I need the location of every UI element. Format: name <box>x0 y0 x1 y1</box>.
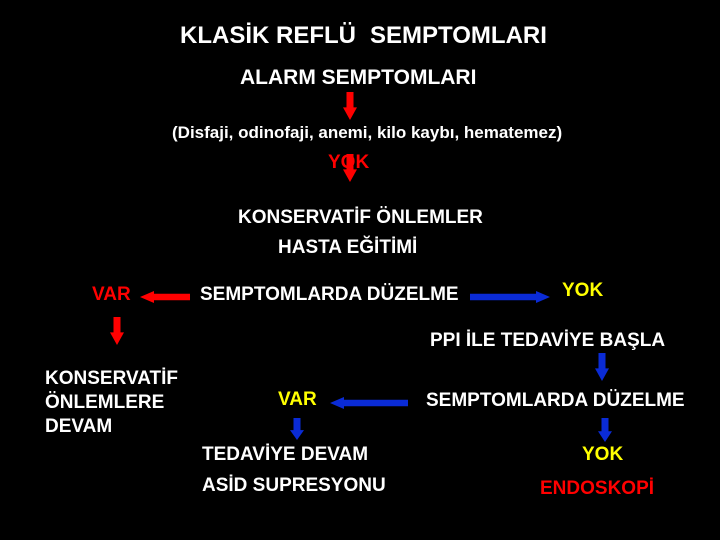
title-semptomlari: SEMPTOMLARI <box>370 22 547 50</box>
arrow-down-2 <box>343 154 357 182</box>
arrow-right-yok <box>470 291 550 303</box>
kons-block-1: KONSERVATİF <box>45 368 178 390</box>
konservatif-onlemler: KONSERVATİF ÖNLEMLER <box>238 207 483 229</box>
alarm-detail: (Disfaji, odinofaji, anemi, kilo kaybı, … <box>172 123 562 143</box>
var-left: VAR <box>92 284 131 306</box>
ppi-line: PPI İLE TEDAVİYE BAŞLA <box>430 330 665 352</box>
hasta-egitimi: HASTA EĞİTİMİ <box>278 237 417 259</box>
arrow-left-var2 <box>330 397 408 409</box>
kons-block-2: ÖNLEMLERE <box>45 392 164 414</box>
kons-block-3: DEVAM <box>45 416 112 438</box>
alarm-heading: ALARM SEMPTOMLARI <box>240 66 476 90</box>
arrow-down-ppi <box>595 353 609 381</box>
endoskopi: ENDOSKOPİ <box>540 478 654 500</box>
yok-bottom: YOK <box>582 444 623 466</box>
arrow-down-tedaviye <box>290 418 304 440</box>
arrow-left-var <box>140 291 190 303</box>
asid-supresyonu: ASİD SUPRESYONU <box>202 475 386 497</box>
duzelme-right: SEMPTOMLARDA DÜZELME <box>426 390 685 412</box>
tedaviye-devam: TEDAVİYE DEVAM <box>202 444 368 466</box>
duzelme-center: SEMPTOMLARDA DÜZELME <box>200 284 459 306</box>
title-klasik: KLASİK REFLÜ <box>180 22 356 50</box>
arrow-down-var <box>110 317 124 345</box>
arrow-down-endoskopi <box>598 418 612 442</box>
var-center: VAR <box>278 389 317 411</box>
yok-right: YOK <box>562 280 603 302</box>
arrow-down-1 <box>343 92 357 120</box>
